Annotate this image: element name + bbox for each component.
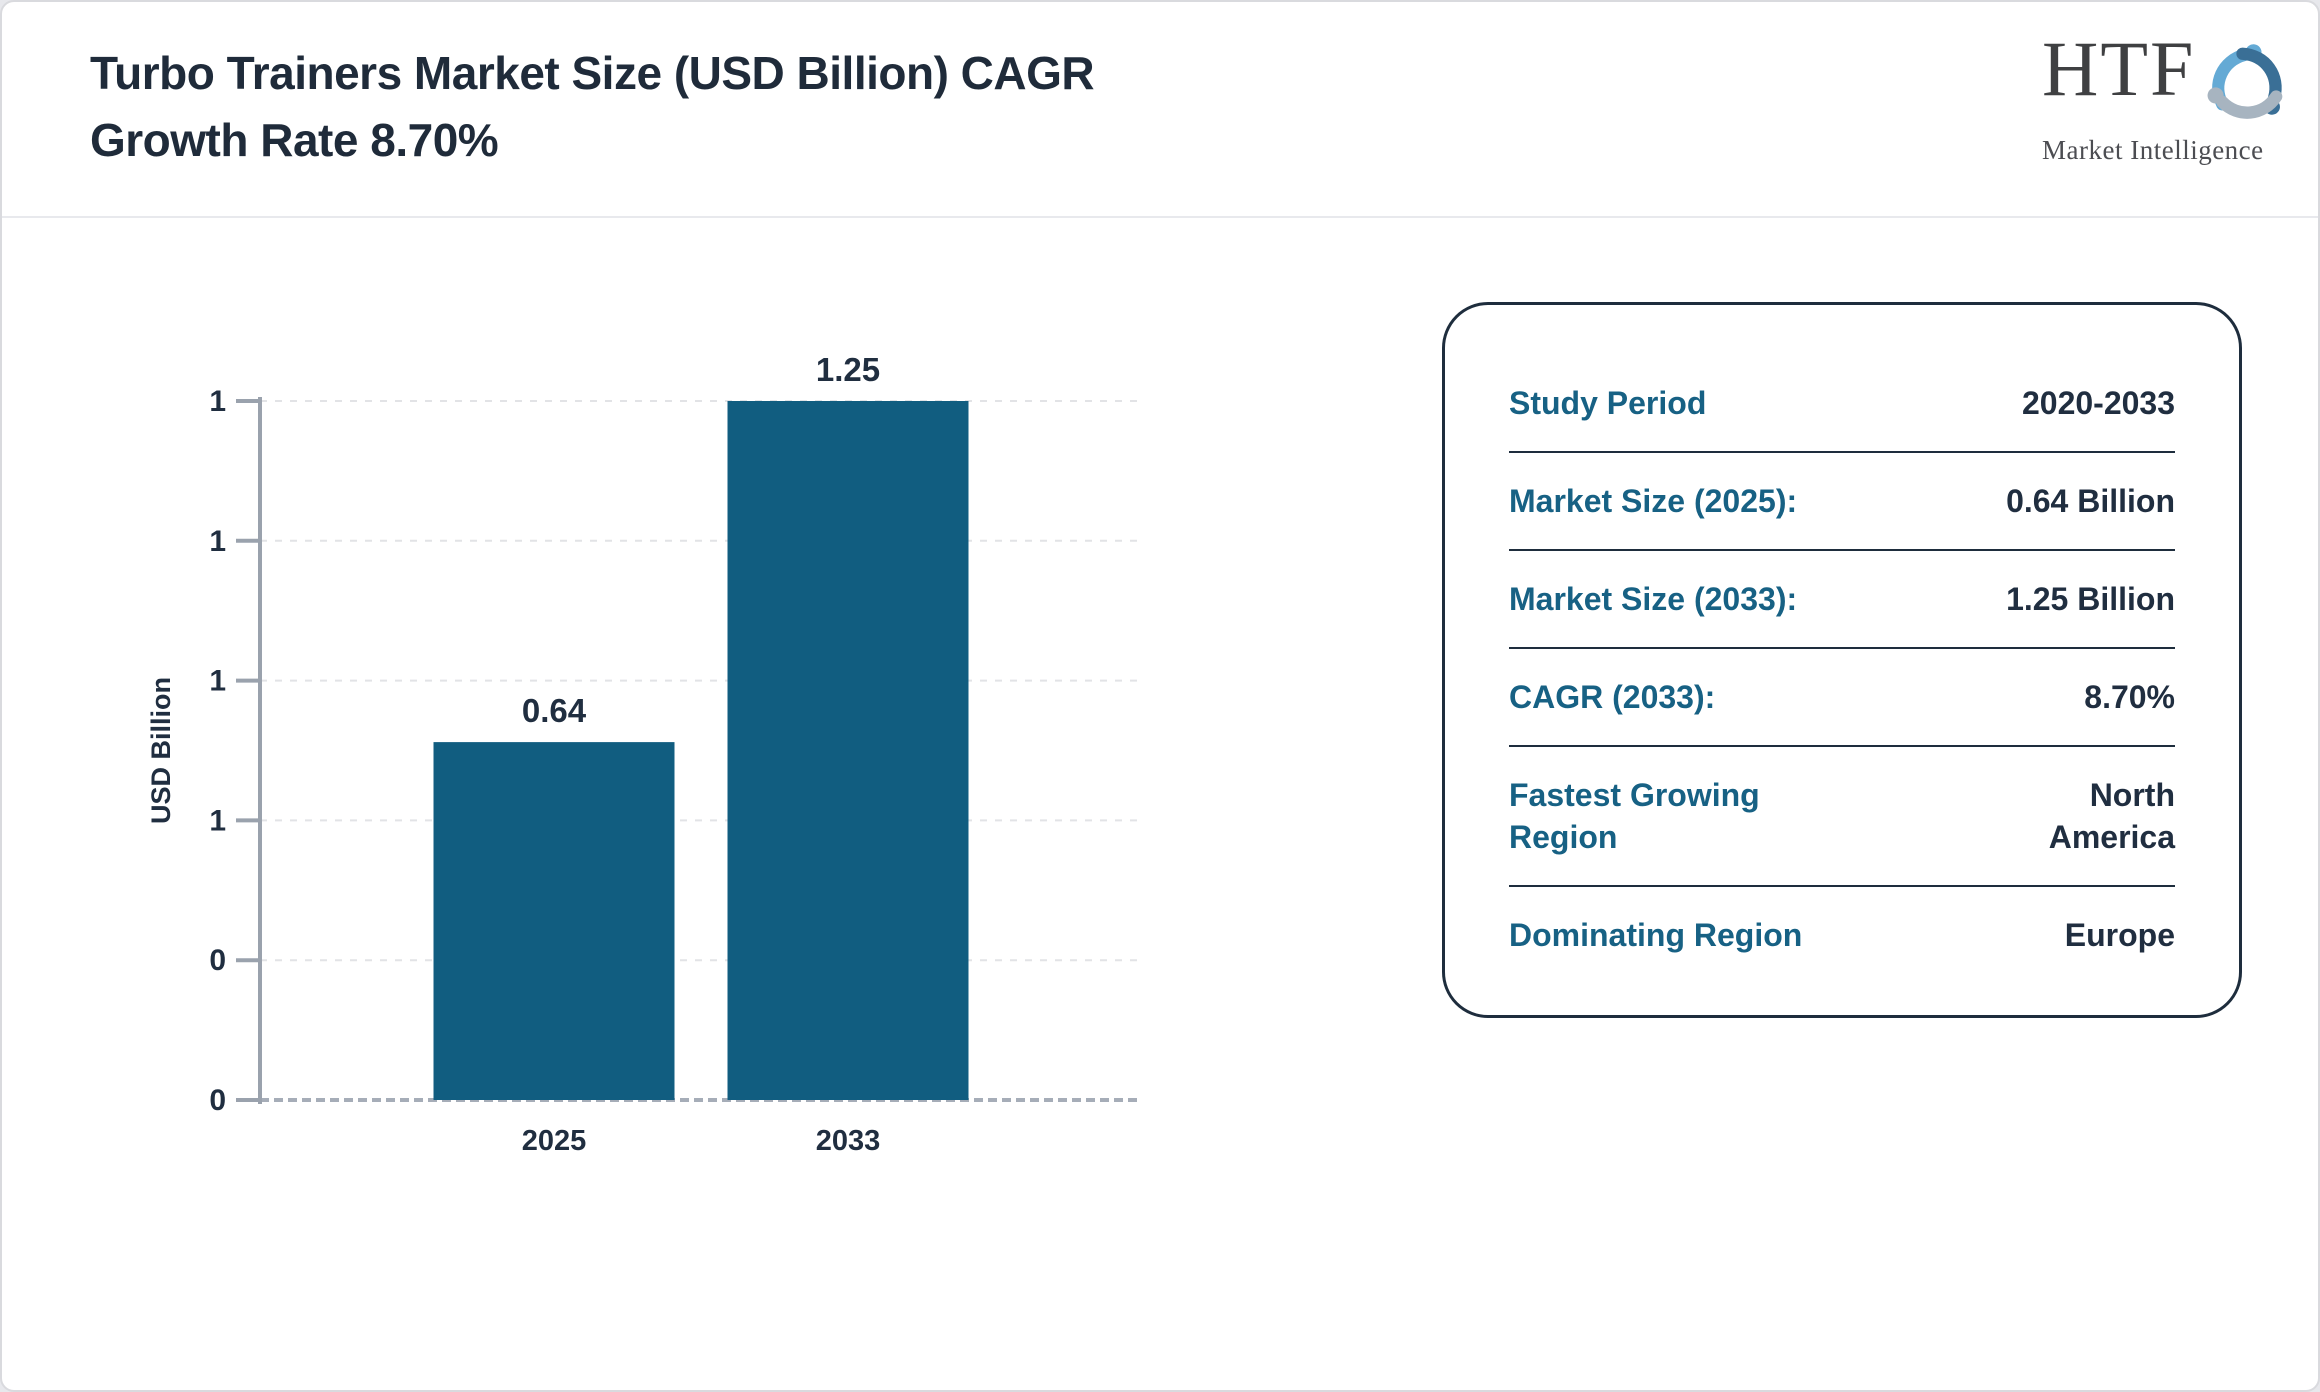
bar-chart: 0 0 1 1 1 1 0.64 2025 1.25 2033 USD Billion — [142, 332, 1202, 1212]
info-card-rows: Study Period 2020-2033 Market Size (2025):… — [1509, 355, 2175, 983]
bar-2033 — [727, 401, 969, 1100]
people-swirl-icon — [2195, 30, 2299, 139]
info-row-label: Dominating Region — [1509, 917, 1803, 953]
info-row-value: 0.64 Billion — [2006, 483, 2175, 519]
y-tick-label: 1 — [209, 385, 226, 418]
info-row-value: Europe — [2064, 917, 2175, 953]
htf-logo: HTF — [2042, 28, 2312, 166]
bar-2025 — [433, 742, 675, 1100]
y-tick-label: 1 — [209, 525, 226, 558]
logo-tagline: Market Intelligence — [2042, 135, 2264, 165]
y-axis-title: USD Billion — [146, 677, 176, 824]
info-row-label: CAGR (2033): — [1509, 679, 1716, 715]
info-row-label: Market Size (2033): — [1509, 581, 1798, 617]
y-tick-label: 0 — [209, 944, 226, 977]
logo-wordmark: HTF — [2042, 25, 2196, 112]
bar-value-label: 1.25 — [816, 351, 880, 388]
info-card: Study Period 2020-2033 Market Size (2025):… — [1442, 302, 2242, 1018]
x-tick-label: 2025 — [522, 1125, 587, 1157]
info-row: Study Period 2020-2033 — [1509, 355, 2175, 453]
page-title-line-2: Growth Rate 8.70% — [90, 114, 499, 166]
y-tick-label: 0 — [209, 1084, 226, 1117]
page-title: Turbo Trainers Market Size (USD Billion)… — [90, 40, 1095, 174]
info-row: Market Size (2025): 0.64 Billion — [1509, 453, 2175, 551]
info-row: Fastest Growing Region North America — [1509, 747, 2175, 887]
info-row-label: Study Period — [1509, 385, 1707, 421]
bar-chart-svg: 0 0 1 1 1 1 0.64 2025 1.25 2033 USD Billion — [146, 351, 1142, 1157]
info-row: Market Size (2033): 1.25 Billion — [1509, 551, 2175, 649]
info-row-value: 1.25 Billion — [2006, 581, 2175, 617]
info-row-value: 8.70% — [2084, 679, 2175, 715]
info-row-value: North America — [2048, 777, 2175, 855]
info-row-label: Fastest Growing Region — [1509, 777, 1760, 855]
info-row: Dominating Region Europe — [1509, 887, 2175, 983]
y-tick-label: 1 — [209, 665, 226, 698]
page-title-line-1: Turbo Trainers Market Size (USD Billion)… — [90, 47, 1095, 99]
info-row-value: 2020-2033 — [2021, 385, 2175, 421]
y-tick-label: 1 — [209, 804, 226, 837]
header: Turbo Trainers Market Size (USD Billion)… — [2, 2, 2318, 218]
info-row-label: Market Size (2025): — [1509, 483, 1798, 519]
info-row: CAGR (2033): 8.70% — [1509, 649, 2175, 747]
x-tick-label: 2033 — [816, 1125, 881, 1157]
bar-value-label: 0.64 — [522, 692, 587, 729]
